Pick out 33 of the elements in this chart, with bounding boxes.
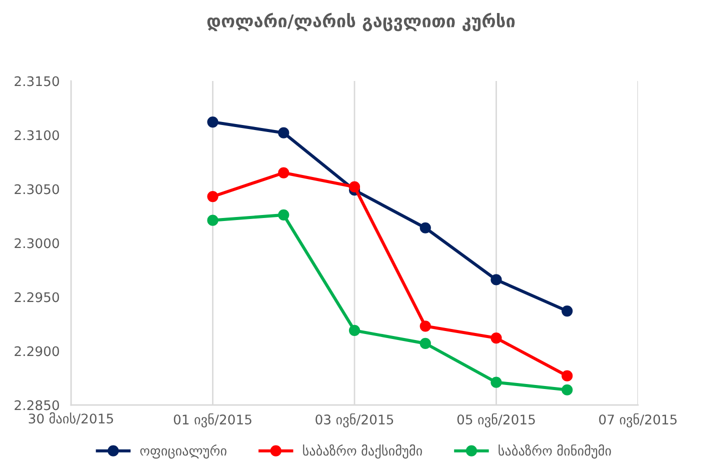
x-tick-label: 03 ივნ/2015 (316, 413, 394, 428)
y-tick-label: 2.2950 (14, 292, 60, 302)
point (562, 305, 573, 317)
point (420, 320, 431, 332)
point (278, 167, 290, 178)
point (490, 332, 502, 344)
y-tick-label: 2.3150 (14, 76, 60, 86)
y-tick-label: 2.3100 (14, 130, 60, 140)
point (278, 127, 290, 138)
x-tick-label: 07 ივნ/2015 (599, 413, 677, 428)
point (562, 370, 573, 382)
point (420, 222, 431, 234)
point (562, 384, 573, 396)
x-tick-label: 01 ივნ/2015 (174, 413, 252, 428)
legend-label: ოფიციალური (140, 444, 226, 459)
point (207, 116, 218, 128)
point (420, 338, 431, 349)
point (490, 274, 502, 286)
point (207, 214, 218, 226)
point (490, 376, 502, 388)
point (278, 209, 290, 220)
y-tick-label: 2.2900 (14, 346, 60, 356)
point (348, 181, 360, 192)
x-tick-label: 05 ივნ/2015 (457, 413, 535, 428)
chart-title: დოლარი/ლარის გაცვლითი კურსი (207, 12, 515, 32)
legend-label: საბაზრო მაქსიმუმი (303, 444, 422, 459)
x-tick-label: 30 მაის/2015 (28, 412, 114, 425)
y-tick-label: 2.2850 (14, 400, 60, 410)
y-tick-label: 2.3050 (14, 184, 60, 194)
point (207, 191, 218, 202)
point (348, 324, 360, 336)
legend-label: საბაზრო მინიმუმი (498, 444, 611, 459)
y-tick-label: 2.3000 (14, 238, 60, 248)
